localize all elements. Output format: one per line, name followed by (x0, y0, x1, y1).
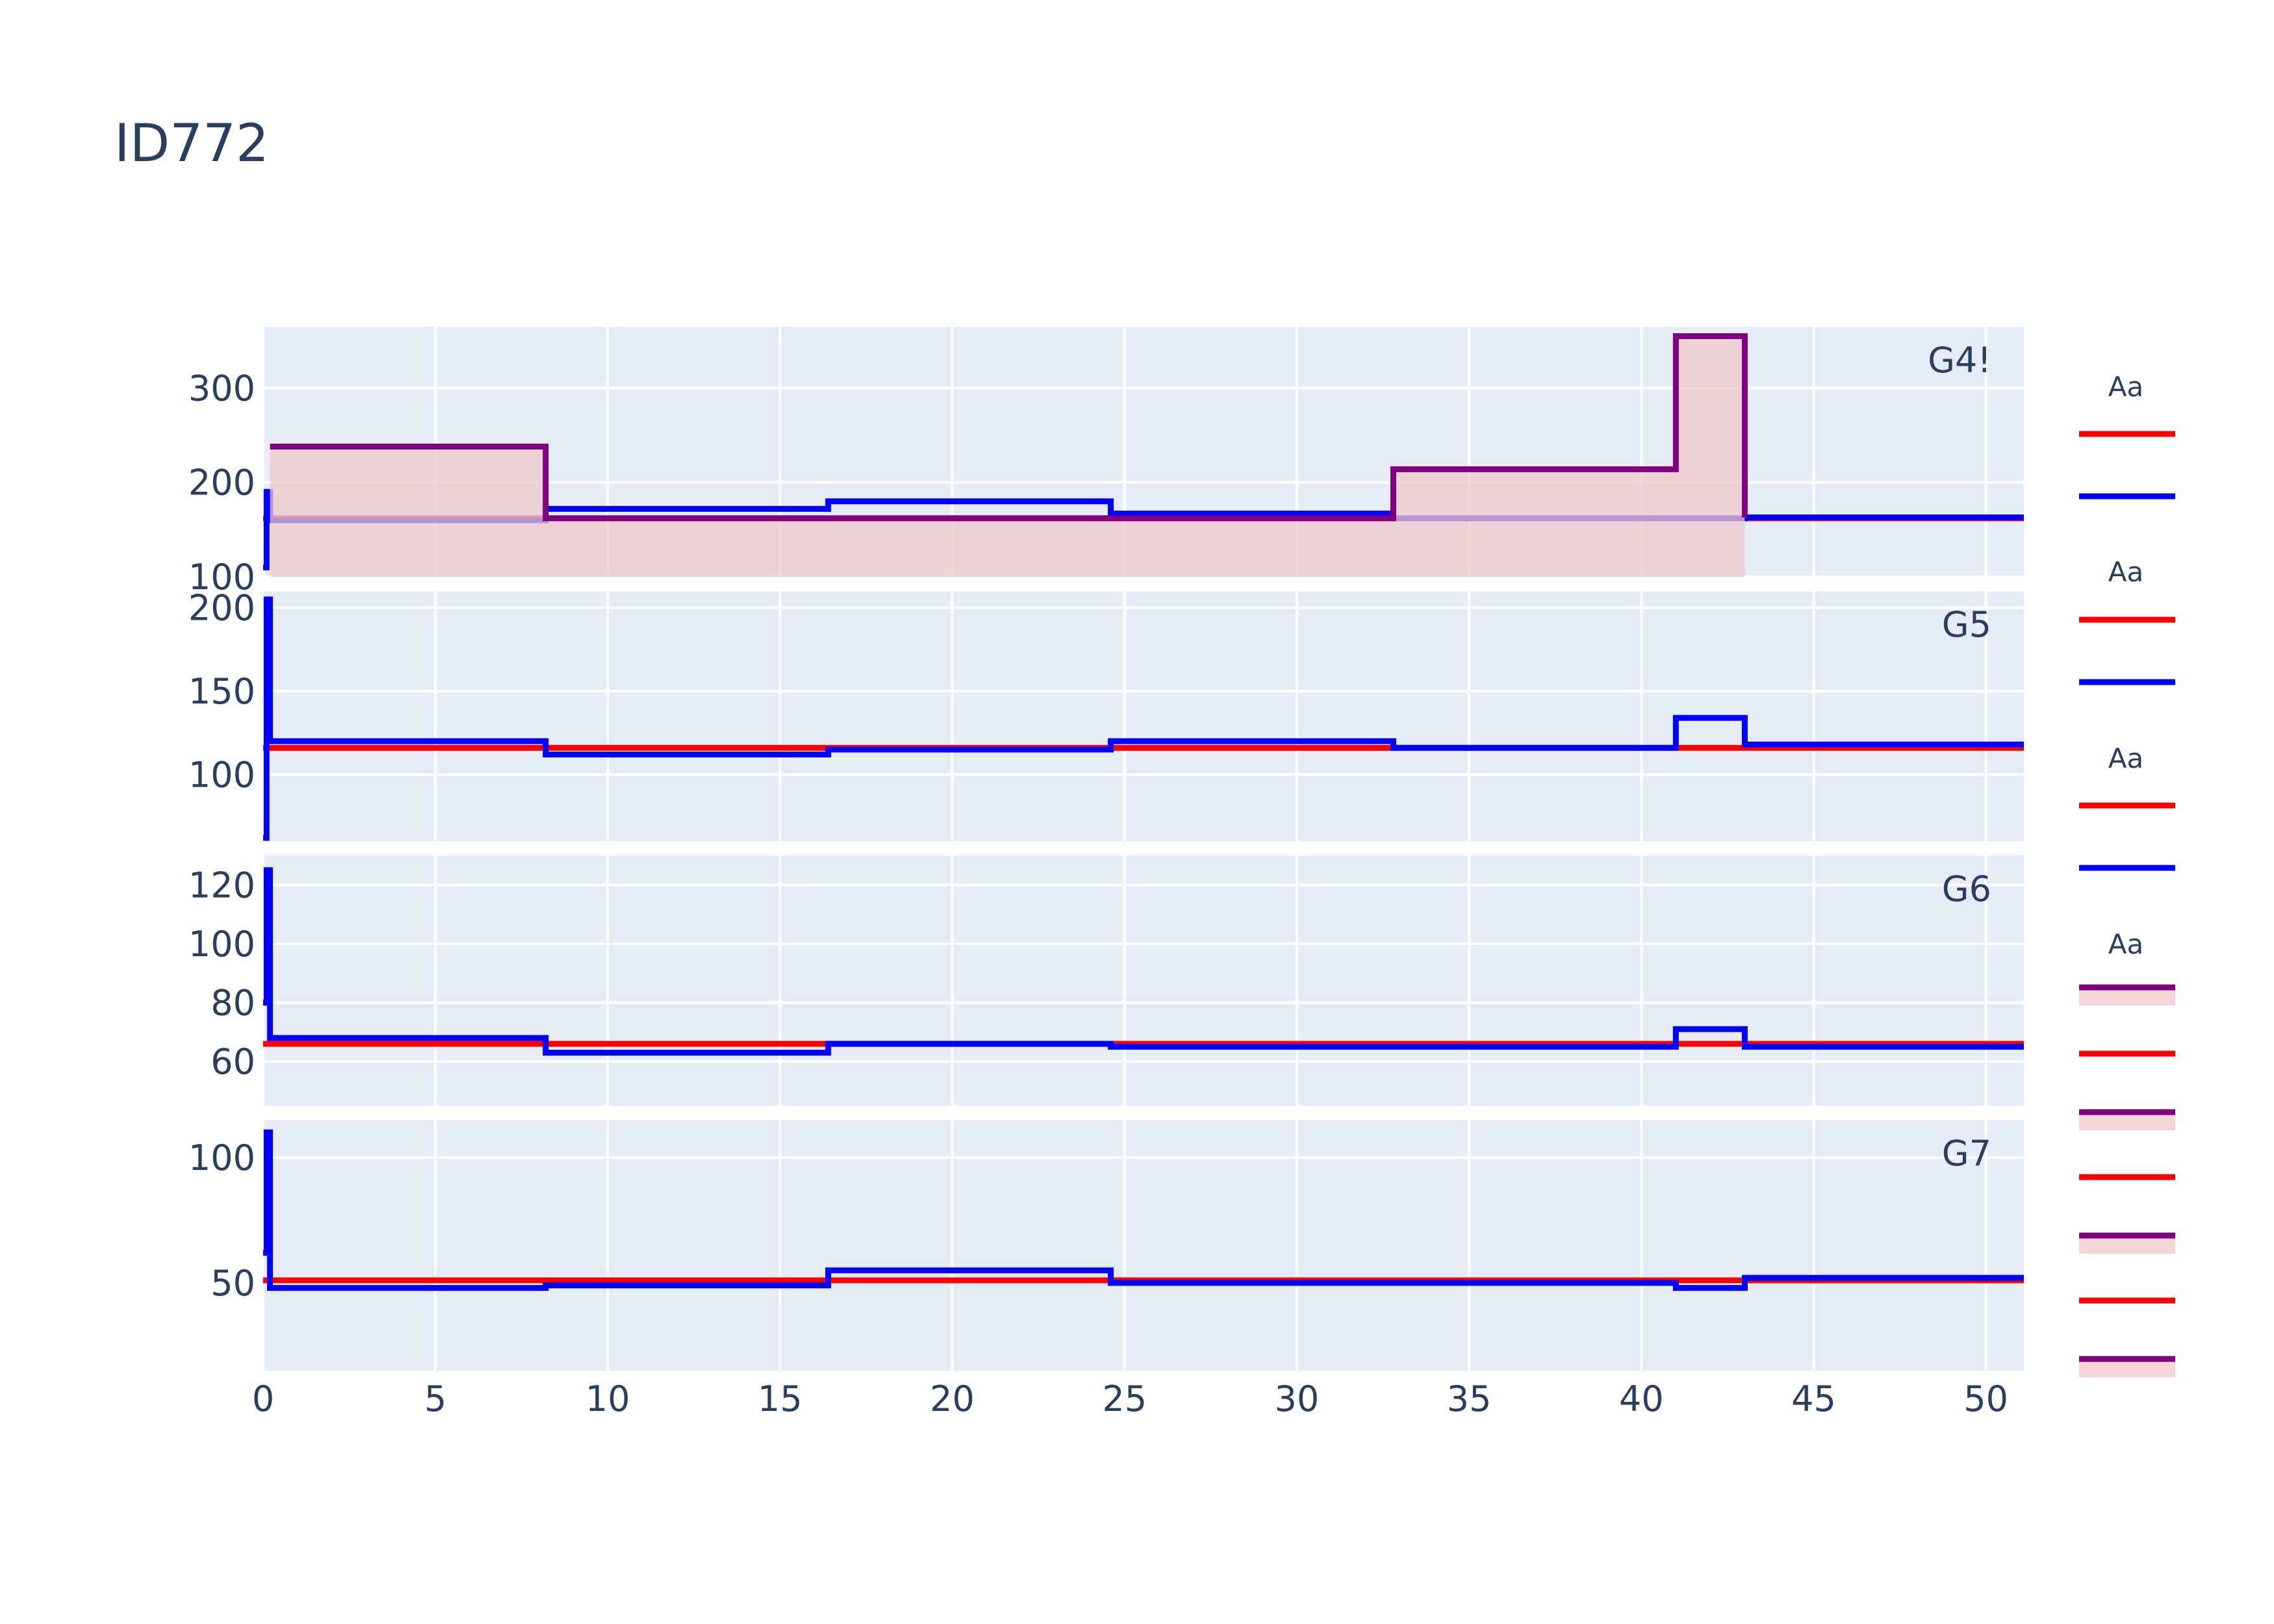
x-tick-label: 40 (1619, 1378, 1664, 1419)
legend-swatch-fill (2079, 1236, 2175, 1254)
series-line-2-blue (263, 596, 2024, 841)
y-tick-label: 200 (188, 463, 255, 503)
series-line-1-purple (270, 333, 1748, 522)
legend-title-2: Aa (2108, 556, 2143, 588)
x-tick-label: 30 (1275, 1378, 1320, 1419)
y-tick-label: 60 (211, 1041, 255, 1082)
legend-swatch-fill (2079, 1359, 2175, 1377)
legend-title-4: Aa (2108, 928, 2143, 960)
x-tick-label: 50 (1963, 1378, 2008, 1419)
x-tick-label: 10 (585, 1378, 630, 1419)
chart-title: ID772 (114, 113, 269, 173)
x-tick-label: 0 (252, 1378, 274, 1419)
y-tick-label: 200 (188, 588, 255, 629)
panel-label-1: G4! (1928, 340, 1991, 381)
y-tick-label: 100 (188, 754, 255, 795)
x-tick-label: 5 (424, 1378, 446, 1419)
y-tick-label: 100 (188, 924, 255, 965)
panel-label-4: G7 (1942, 1133, 1991, 1174)
panel-background-3 (263, 856, 2024, 1106)
series-line-4-blue (263, 1129, 2024, 1291)
x-tick-label: 35 (1447, 1378, 1492, 1419)
x-tick-label: 15 (758, 1378, 802, 1419)
series-fill-1-3 (270, 336, 1745, 577)
y-tick-label: 300 (188, 368, 255, 409)
legend-title-3: Aa (2108, 742, 2143, 774)
legend-title-1: Aa (2108, 371, 2143, 403)
legend-swatch-fill (2079, 987, 2175, 1006)
panel-label-3: G6 (1942, 869, 1991, 909)
panel-background-2 (263, 591, 2024, 841)
x-tick-label: 25 (1102, 1378, 1147, 1419)
series-line-3-blue (263, 867, 2024, 1056)
y-tick-label: 120 (188, 865, 255, 906)
panel-label-2: G5 (1942, 604, 1991, 645)
y-tick-label: 100 (188, 1137, 255, 1178)
legend-swatch-fill (2079, 1112, 2175, 1130)
y-tick-label: 80 (211, 982, 255, 1023)
panel-background-4 (263, 1120, 2024, 1371)
y-tick-label: 100 (188, 557, 255, 598)
y-tick-label: 50 (211, 1263, 255, 1304)
x-tick-label: 45 (1791, 1378, 1836, 1419)
x-tick-label: 20 (930, 1378, 975, 1419)
y-tick-label: 150 (188, 671, 255, 712)
